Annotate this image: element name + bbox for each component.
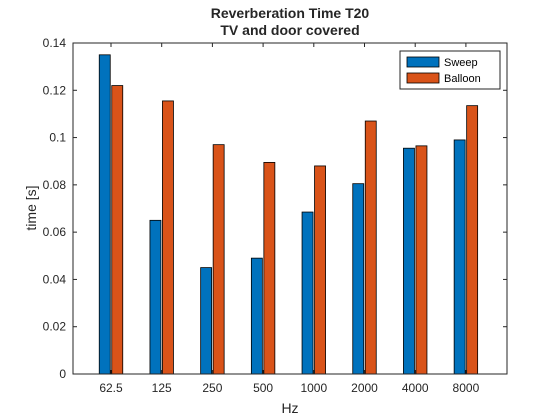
y-tick-label: 0.08 [43, 178, 67, 192]
bar-balloon-125 [162, 100, 174, 375]
x-tick-label-62-5: 62.5 [99, 381, 123, 395]
y-axis-label: time [s] [23, 185, 39, 230]
y-tick-label: 0.14 [43, 36, 67, 50]
y-tick-label: 0.1 [49, 131, 66, 145]
bar-balloon-1000 [314, 165, 326, 375]
legend: Sweep Balloon [399, 50, 501, 90]
x-tick-label-8000: 8000 [453, 381, 480, 395]
legend-label-sweep: Sweep [444, 57, 478, 69]
legend-swatch-balloon [406, 72, 440, 84]
x-tick-label-125: 125 [152, 381, 172, 395]
bar-balloon-8000 [466, 105, 479, 375]
bar-sweep-2000 [352, 183, 365, 375]
y-tick-label: 0.12 [43, 83, 67, 97]
bar-balloon-62-5 [111, 85, 124, 375]
legend-label-balloon: Balloon [444, 73, 481, 85]
x-tick-label-1000: 1000 [300, 381, 327, 395]
bar-balloon-500 [263, 161, 276, 375]
y-tick-label: 0.06 [43, 225, 67, 239]
y-tick-label: 0.02 [43, 320, 67, 334]
x-tick-label-500: 500 [253, 381, 273, 395]
y-tick-label: 0 [59, 367, 66, 381]
plot-area [73, 43, 507, 374]
x-tick-label-2000: 2000 [351, 381, 378, 395]
x-ticks: 62.5 125 250 500 1000 2000 4000 8000 [99, 43, 480, 395]
bar-sweep-62-5 [98, 54, 111, 375]
y-tick-label: 0.04 [43, 272, 67, 286]
bar-sweep-1000 [301, 211, 314, 375]
y-ticks: 0 0.02 0.04 0.06 0.08 0.1 0.12 0.14 [43, 36, 507, 381]
bar-sweep-4000 [403, 147, 415, 375]
x-axis-label: Hz [281, 400, 298, 416]
bar-balloon-2000 [364, 120, 377, 375]
chart-title: Reverberation Time T20 [211, 5, 370, 21]
legend-swatch-sweep [406, 56, 440, 68]
bar-sweep-125 [149, 219, 162, 375]
bar-sweep-8000 [453, 139, 466, 375]
x-tick-label-250: 250 [202, 381, 222, 395]
bar-sweep-500 [250, 257, 263, 375]
bar-balloon-4000 [415, 145, 428, 375]
chart-subtitle: TV and door covered [220, 22, 359, 38]
bar-sweep-250 [200, 267, 213, 375]
bar-balloon-250 [212, 144, 225, 375]
axes-box [72, 42, 508, 375]
x-tick-label-4000: 4000 [402, 381, 429, 395]
